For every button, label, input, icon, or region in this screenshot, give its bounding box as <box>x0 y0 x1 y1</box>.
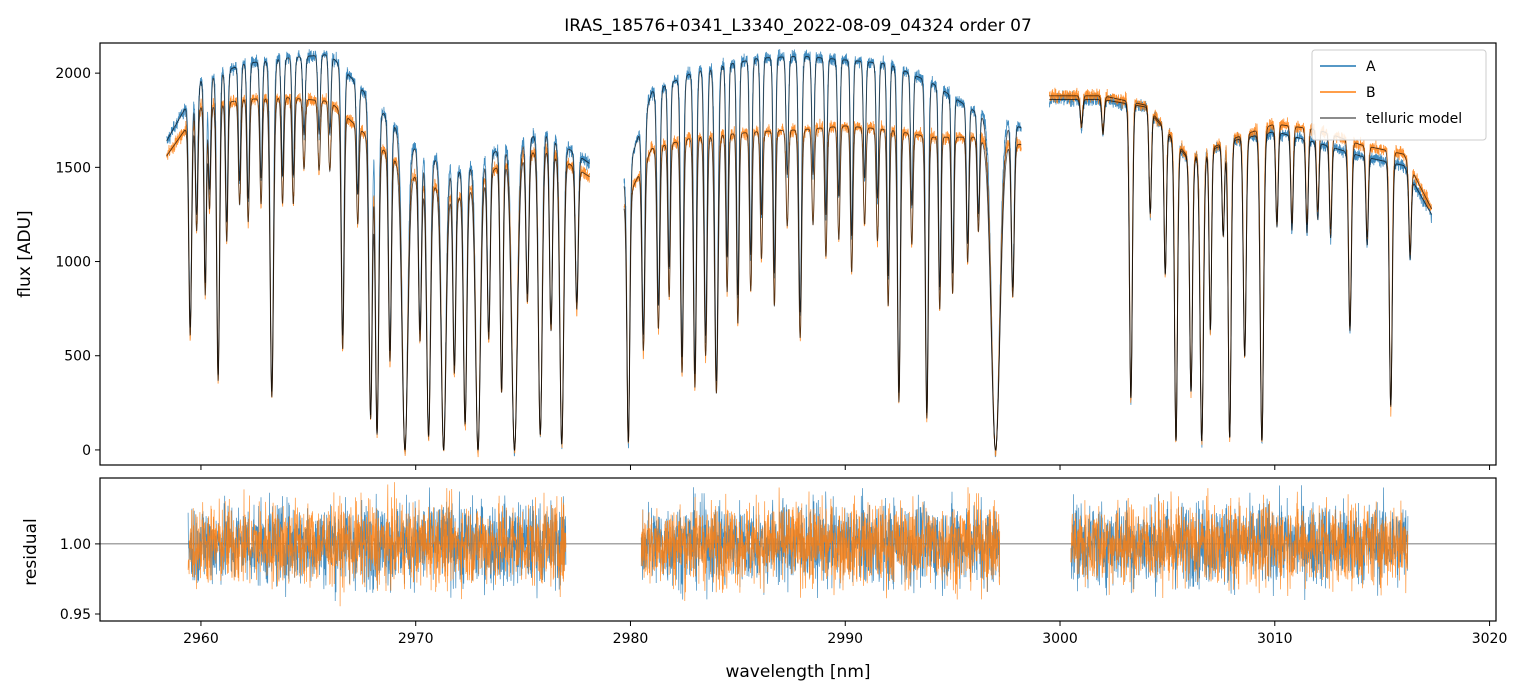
top-y-axis-label: flux [ADU] <box>15 210 35 297</box>
bottom-y-axis-label: residual <box>21 518 41 585</box>
x-tick-label: 2990 <box>827 631 863 647</box>
top-y-axis: 0 500 1000 1500 2000 <box>55 66 100 459</box>
x-tick-label: 3010 <box>1257 631 1293 647</box>
bottom-y-tick-label: 1.00 <box>60 537 91 553</box>
bottom-y-axis: 0.95 1.00 <box>60 537 100 623</box>
chart-title: IRAS_18576+0341_L3340_2022-08-09_04324 o… <box>564 16 1032 36</box>
x-tick-label: 2960 <box>183 631 219 647</box>
bottom-x-axis: 2960 2970 2980 2990 3000 3010 3020 <box>183 621 1507 647</box>
top-y-tick-label: 1500 <box>55 160 91 176</box>
legend: A B telluric model <box>1311 49 1487 141</box>
top-panel: 0 500 1000 1500 2000 flux [ADU] A B telluric… <box>15 42 1497 470</box>
legend-label-a: A <box>1366 59 1376 75</box>
legend-label-model: telluric model <box>1366 111 1462 127</box>
x-tick-label: 3020 <box>1472 631 1508 647</box>
bottom-y-tick-label: 0.95 <box>60 607 91 623</box>
bottom-panel: 0.95 1.00 2960 2970 2980 2990 3000 3010 3020 re… <box>21 477 1507 682</box>
top-y-tick-label: 500 <box>64 349 91 365</box>
legend-label-b: B <box>1366 85 1376 101</box>
top-y-tick-label: 0 <box>82 443 91 459</box>
x-tick-label: 3000 <box>1042 631 1078 647</box>
bottom-series-group <box>100 482 1496 607</box>
bottom-plot-frame <box>99 477 1497 622</box>
x-tick-label: 2970 <box>398 631 434 647</box>
top-y-tick-label: 2000 <box>55 66 91 82</box>
top-plot-frame <box>99 42 1497 466</box>
x-axis-label: wavelength [nm] <box>725 662 870 682</box>
residual-series-b <box>187 482 1409 607</box>
top-series-group <box>166 49 1433 458</box>
top-y-tick-label: 1000 <box>55 255 91 271</box>
top-x-ticks <box>200 465 1491 470</box>
x-tick-label: 2980 <box>613 631 649 647</box>
telluric-model-line-b <box>166 95 1433 452</box>
